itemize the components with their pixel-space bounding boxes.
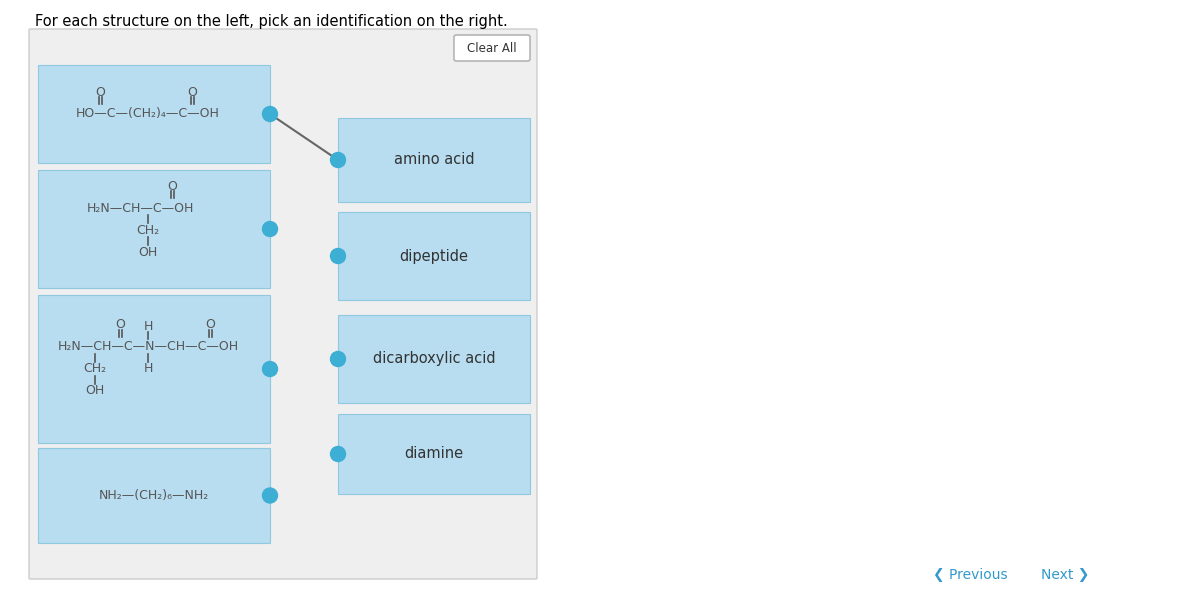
FancyBboxPatch shape xyxy=(38,295,270,443)
Circle shape xyxy=(330,447,346,462)
Text: diamine: diamine xyxy=(404,447,463,462)
Circle shape xyxy=(330,152,346,167)
Text: dipeptide: dipeptide xyxy=(400,249,468,264)
FancyBboxPatch shape xyxy=(29,29,538,579)
Text: H₂N—CH—C—OH: H₂N—CH—C—OH xyxy=(86,202,193,214)
FancyBboxPatch shape xyxy=(38,448,270,543)
FancyBboxPatch shape xyxy=(338,212,530,300)
FancyBboxPatch shape xyxy=(338,414,530,494)
Text: amino acid: amino acid xyxy=(394,152,474,167)
Circle shape xyxy=(330,352,346,367)
FancyBboxPatch shape xyxy=(38,65,270,163)
Text: O: O xyxy=(115,318,125,332)
FancyBboxPatch shape xyxy=(38,170,270,288)
Text: CH₂: CH₂ xyxy=(137,223,160,237)
Circle shape xyxy=(330,249,346,264)
Text: O: O xyxy=(187,85,197,99)
Text: H₂N—CH—C—N—CH—C—OH: H₂N—CH—C—N—CH—C—OH xyxy=(58,341,239,353)
Circle shape xyxy=(263,107,277,122)
Text: H: H xyxy=(143,320,152,334)
FancyBboxPatch shape xyxy=(338,315,530,403)
Text: H: H xyxy=(143,362,152,376)
Text: CH₂: CH₂ xyxy=(84,362,107,376)
Circle shape xyxy=(263,222,277,237)
Text: HO—C—(CH₂)₄—C—OH: HO—C—(CH₂)₄—C—OH xyxy=(76,108,220,120)
Text: O: O xyxy=(205,318,215,332)
Text: ❮ Previous: ❮ Previous xyxy=(932,568,1007,582)
Text: O: O xyxy=(167,179,176,193)
Text: dicarboxylic acid: dicarboxylic acid xyxy=(373,352,496,367)
FancyBboxPatch shape xyxy=(454,35,530,61)
Text: O: O xyxy=(95,85,104,99)
Text: Clear All: Clear All xyxy=(467,42,517,55)
Text: OH: OH xyxy=(85,385,104,397)
Text: Next ❯: Next ❯ xyxy=(1040,568,1090,582)
Text: For each structure on the left, pick an identification on the right.: For each structure on the left, pick an … xyxy=(35,14,508,29)
Circle shape xyxy=(263,488,277,503)
Text: OH: OH xyxy=(138,246,157,258)
Text: NH₂—(CH₂)₆—NH₂: NH₂—(CH₂)₆—NH₂ xyxy=(98,488,209,501)
FancyBboxPatch shape xyxy=(338,118,530,202)
Circle shape xyxy=(263,361,277,376)
